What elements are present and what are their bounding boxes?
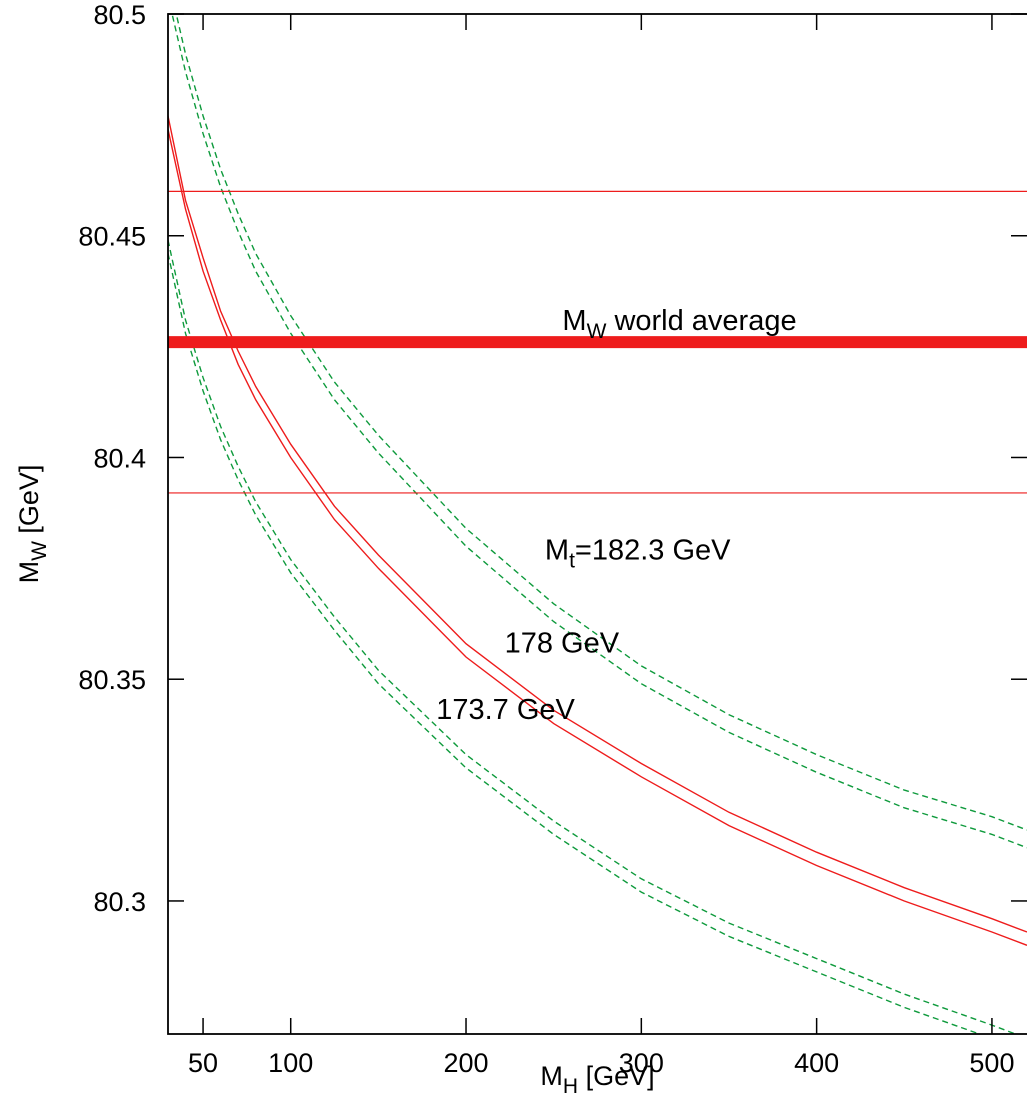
curve-annotation-3: 173.7 GeV (436, 694, 575, 726)
y-axis-title-rest: [GeV] (14, 465, 44, 542)
curve-annotation-1-sub: t (569, 549, 575, 572)
plot-frame (167, 13, 1027, 1035)
x-axis-title-main: M (540, 1061, 563, 1091)
plot-border (167, 13, 1027, 1035)
world-average-label: MW world average (562, 305, 796, 343)
world-average-layer (168, 190, 1027, 494)
y-tick-label: 80.35 (78, 665, 146, 695)
series-line-5 (168, 240, 1018, 1034)
curve-annotation-2: 178 GeV (505, 628, 620, 660)
x-tick-label: 500 (969, 1048, 1014, 1078)
curve-annotation-2-rest: 178 GeV (505, 628, 620, 660)
labels-layer: MH [GeV]MW [GeV]MW world averageMt=182.3… (14, 305, 797, 1097)
y-axis-title-sub: W (28, 541, 51, 561)
curve-annotation-1-main: M (545, 534, 569, 566)
curve-annotation-1: Mt=182.3 GeV (545, 534, 731, 572)
series-line-6 (168, 253, 982, 1034)
world-average-label-rest: world average (606, 305, 796, 337)
y-axis-title-main: M (14, 561, 44, 584)
y-axis-title: MW [GeV] (14, 465, 51, 584)
curves-layer (168, 14, 1027, 1034)
y-tick-label: 80.3 (93, 887, 146, 917)
y-tick-label: 80.5 (93, 0, 146, 30)
x-tick-label: 100 (268, 1048, 313, 1078)
world-average-label-main: M (562, 305, 586, 337)
x-tick-label: 400 (794, 1048, 839, 1078)
x-tick-label: 200 (443, 1048, 488, 1078)
curve-annotation-1-rest: =182.3 GeV (575, 534, 731, 566)
world-average-label-sub: W (587, 320, 607, 343)
x-axis-title: MH [GeV] (540, 1061, 654, 1097)
x-tick-label: 50 (188, 1048, 218, 1078)
x-tick-label: 300 (619, 1048, 664, 1078)
series-line-4 (168, 129, 1027, 946)
y-tick-label: 80.45 (78, 222, 146, 252)
series-line-3 (168, 115, 1027, 933)
ticks-layer: 50 100 200 300 400 500 80.3 80.35 80.4 80.45 80.5 (78, 0, 1027, 1078)
series-line-2 (171, 14, 1027, 849)
curve-annotation-3-rest: 173.7 GeV (436, 694, 575, 726)
series-line-1 (175, 14, 1027, 831)
x-axis-title-rest: [GeV] (578, 1061, 655, 1091)
y-tick-label: 80.4 (93, 443, 146, 473)
x-axis-title-sub: H (563, 1075, 578, 1097)
